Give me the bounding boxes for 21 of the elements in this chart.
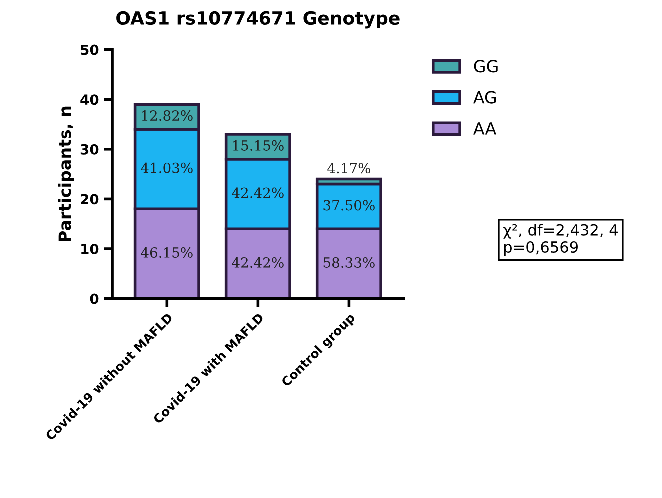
y-tick-label: 0 <box>90 294 99 304</box>
text: χ², df=2,432, 4 p=0,6569 <box>504 224 618 256</box>
annotation: 15.15% <box>233 140 284 151</box>
annotation: 4.17% <box>328 163 370 174</box>
annotation: 12.82% <box>142 110 193 122</box>
y-tick-label: 50 <box>81 44 99 56</box>
annotation: 58.33% <box>324 257 375 268</box>
y-tick-label: 40 <box>80 94 99 106</box>
legend-label: AA <box>474 122 497 135</box>
chart-title: OAS1 rs10774671 Genotype <box>116 11 400 29</box>
annotation: 42.42% <box>232 188 284 198</box>
y-tick-label: 20 <box>81 194 99 205</box>
annotation: 46.15% <box>141 248 193 258</box>
legend-label: GG <box>474 60 498 73</box>
legend-label: AG <box>474 91 496 104</box>
y-axis-title: Participants, n <box>58 106 74 242</box>
y-tick-label: 30 <box>80 144 99 155</box>
annotation: 42.42% <box>232 257 284 268</box>
y-tick-label: 10 <box>82 244 99 254</box>
annotation: 41.03% <box>141 162 193 174</box>
annotation: 37.50% <box>324 200 375 211</box>
